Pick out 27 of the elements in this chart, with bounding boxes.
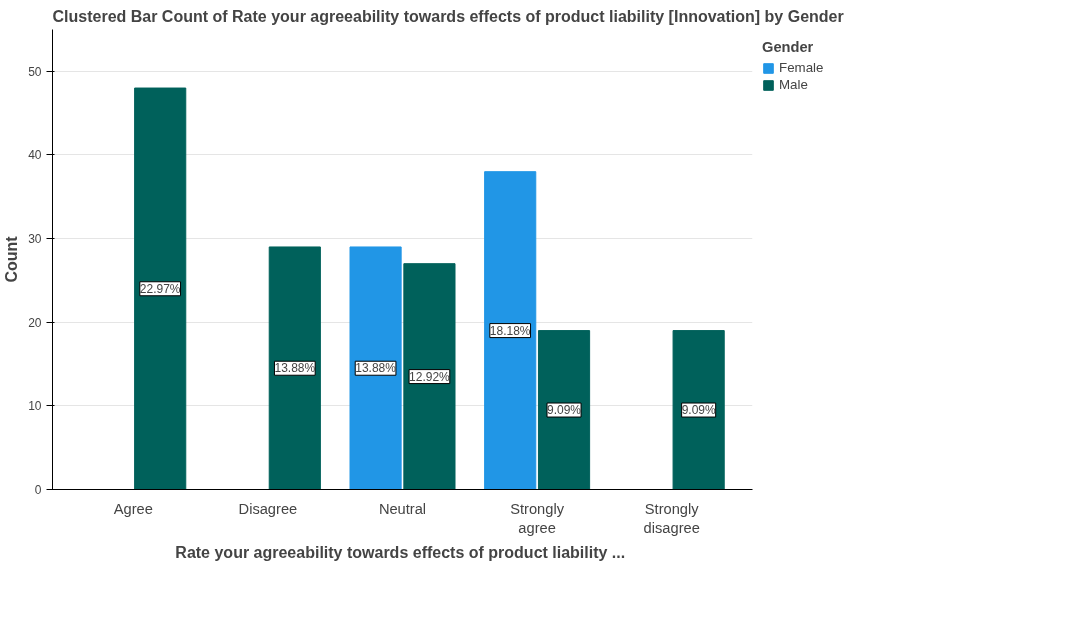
y-tick-label: 10	[28, 399, 42, 414]
y-tick-label: 20	[28, 315, 42, 330]
bar	[134, 87, 187, 490]
legend-label: Male	[779, 77, 808, 92]
annotation: 22.97%	[139, 281, 181, 296]
y-tick-label: 30	[28, 232, 42, 247]
annotation: 13.88%	[274, 361, 316, 376]
x-tick-label: Disagree	[238, 500, 298, 517]
y-tick-label: 50	[28, 64, 42, 79]
bar	[672, 330, 725, 490]
bar	[403, 263, 456, 490]
x-axis-title: Rate your agreeability towards effects of product liability ...	[175, 543, 626, 561]
bar	[349, 246, 402, 490]
x-tick-label: Agree	[113, 500, 153, 517]
x-tick-label: Neutral	[378, 500, 427, 517]
chart-title: Clustered Bar Count of Rate your agreeability towards effects of product liability [Innovation] by Gender	[52, 7, 844, 25]
legend-label: Female	[779, 60, 824, 75]
bar	[268, 246, 321, 490]
legend-title: Gender	[762, 39, 815, 55]
annotation: 18.18%	[489, 323, 531, 338]
bar	[484, 171, 537, 490]
bar	[537, 330, 591, 490]
x-tick-label: Strongly disagree	[643, 500, 700, 536]
y-tick-label: 0	[34, 483, 42, 497]
x-tick-label: Strongly agree	[510, 500, 565, 536]
y-axis-title: Count	[3, 235, 21, 283]
y-tick-label: 40	[28, 148, 42, 163]
